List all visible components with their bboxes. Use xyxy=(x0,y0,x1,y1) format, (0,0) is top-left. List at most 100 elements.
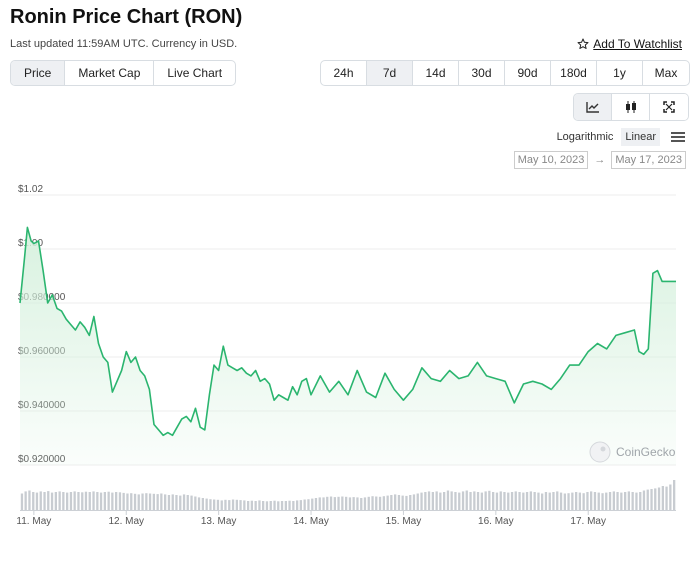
volume-bar xyxy=(612,491,615,510)
scale-logarithmic[interactable]: Logarithmic xyxy=(556,131,614,143)
volume-bar xyxy=(69,492,73,510)
gecko-logo-icon xyxy=(589,441,611,463)
volume-bar xyxy=(642,490,646,510)
volume-bar xyxy=(179,495,182,510)
candlestick-button[interactable] xyxy=(612,94,650,120)
volume-bar xyxy=(35,492,39,510)
scale-selector: Logarithmic Linear xyxy=(553,128,686,146)
volume-bar xyxy=(446,490,450,510)
price-area xyxy=(20,227,676,465)
range-90d[interactable]: 90d xyxy=(505,61,551,85)
range-1y[interactable]: 1y xyxy=(597,61,643,85)
volume-bar xyxy=(213,499,216,510)
volume-bar xyxy=(247,501,250,510)
tab-market-cap[interactable]: Market Cap xyxy=(65,61,155,85)
volume-bar xyxy=(405,495,408,510)
date-from-input[interactable]: May 10, 2023 xyxy=(513,151,589,169)
volume-bar xyxy=(461,491,465,510)
volume-bar xyxy=(439,492,442,510)
line-chart-icon xyxy=(585,102,599,113)
volume-bar xyxy=(635,492,638,510)
volume-bar xyxy=(533,492,536,510)
x-tick-label: 13. May xyxy=(201,516,237,527)
volume-bar xyxy=(556,491,559,510)
volume-bar xyxy=(559,492,563,510)
range-24h[interactable]: 24h xyxy=(321,61,367,85)
fullscreen-button[interactable] xyxy=(650,94,688,120)
tab-price[interactable]: Price xyxy=(11,61,66,85)
volume-bar xyxy=(337,496,340,510)
volume-bar xyxy=(454,492,457,510)
volume-bar xyxy=(262,501,265,510)
volume-bar xyxy=(194,496,197,510)
volume-bar xyxy=(269,501,272,510)
volume-bar xyxy=(627,491,630,510)
volume-bar xyxy=(273,500,276,510)
volume-bar xyxy=(382,496,385,510)
volume-bar xyxy=(164,494,167,510)
volume-bar xyxy=(118,492,122,510)
volume-bar xyxy=(458,492,461,510)
volume-bar xyxy=(488,490,491,510)
line-chart-button[interactable] xyxy=(574,94,612,120)
volume-bar xyxy=(371,496,374,510)
watermark-text: CoinGecko xyxy=(616,445,676,459)
volume-bar xyxy=(522,492,525,510)
volume-bars xyxy=(20,480,676,510)
volume-bar xyxy=(115,492,118,510)
volume-bar xyxy=(420,492,423,510)
volume-bar xyxy=(333,497,336,510)
volume-bar xyxy=(476,492,480,510)
volume-bar xyxy=(431,492,434,510)
price-chart: $0.920000$0.940000$0.960000$0.980000$1.0… xyxy=(16,184,676,527)
volume-bar xyxy=(529,491,532,510)
volume-bar xyxy=(427,491,431,510)
volume-bar xyxy=(284,501,287,510)
volume-bar xyxy=(507,492,510,510)
volume-bar xyxy=(394,494,397,510)
price-line xyxy=(19,226,676,437)
volume-bar xyxy=(130,493,133,510)
volume-bar xyxy=(66,492,69,510)
volume-bar xyxy=(103,492,106,510)
date-to-input[interactable]: May 17, 2023 xyxy=(611,151,686,169)
volume-bar xyxy=(148,493,152,510)
volume-bar xyxy=(190,495,193,510)
scale-linear[interactable]: Linear xyxy=(621,128,660,146)
date-separator: → xyxy=(594,154,606,166)
range-180d[interactable]: 180d xyxy=(551,61,597,85)
volume-bar xyxy=(673,480,676,510)
x-tick-label: 14. May xyxy=(293,516,329,527)
volume-bar xyxy=(54,492,57,510)
menu-icon[interactable] xyxy=(670,131,686,143)
range-7d[interactable]: 7d xyxy=(367,61,413,85)
x-tick-label: 15. May xyxy=(386,516,422,527)
fullscreen-icon xyxy=(663,101,675,113)
volume-bar xyxy=(552,492,555,510)
volume-bar xyxy=(608,492,612,510)
last-updated-text: Last updated 11:59AM UTC. Currency in US… xyxy=(10,38,238,50)
volume-bar xyxy=(171,494,174,510)
volume-bar xyxy=(356,497,359,510)
volume-bar xyxy=(484,491,487,510)
volume-bar xyxy=(661,486,664,510)
volume-bar xyxy=(228,500,231,510)
volume-bar xyxy=(401,495,404,510)
tab-live-chart[interactable]: Live Chart xyxy=(167,66,223,80)
volume-bar xyxy=(544,492,548,510)
range-30d[interactable]: 30d xyxy=(459,61,505,85)
range-max[interactable]: Max xyxy=(654,66,678,80)
volume-bar xyxy=(590,491,593,510)
range-14d[interactable]: 14d xyxy=(413,61,459,85)
page-title: Ronin Price Chart (RON) xyxy=(10,6,243,28)
volume-bar xyxy=(567,493,570,510)
volume-bar xyxy=(288,500,291,510)
x-axis-labels: 11. May 12. May 13. May 14. May 15. May 16. M… xyxy=(16,510,676,527)
volume-bar xyxy=(345,496,348,510)
volume-bar xyxy=(24,491,27,510)
volume-bar xyxy=(216,499,220,510)
time-range-tabs: 24h 7d 14d 30d 90d 180d 1y Max xyxy=(320,60,690,86)
volume-bar xyxy=(277,501,280,510)
add-to-watchlist-link[interactable]: Add To Watchlist xyxy=(577,37,682,51)
volume-bar xyxy=(499,491,502,510)
